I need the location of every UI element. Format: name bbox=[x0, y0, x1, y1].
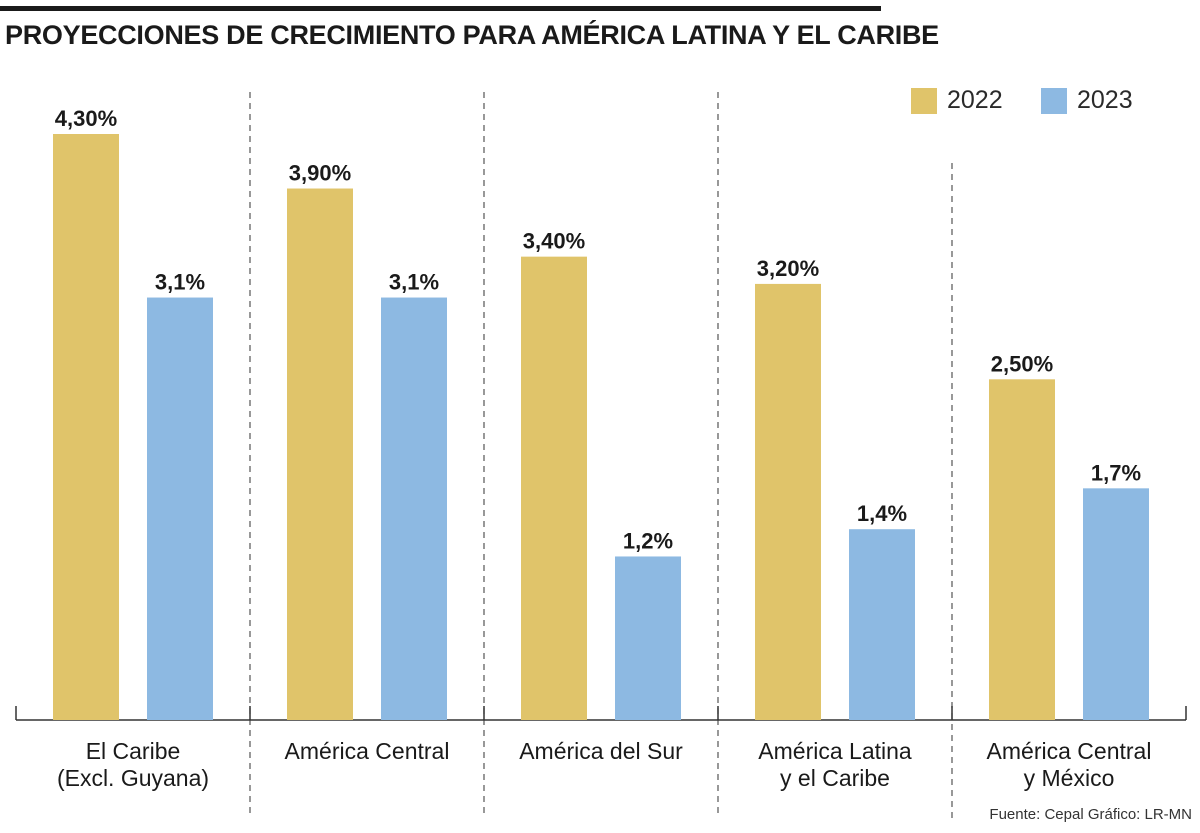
bar-value-label: 3,1% bbox=[389, 270, 439, 295]
bar-value-label: 3,20% bbox=[757, 256, 819, 281]
legend-label-2022: 2022 bbox=[947, 86, 1003, 114]
category-label: América Central bbox=[285, 738, 450, 764]
legend-swatch-2022 bbox=[911, 87, 937, 114]
bar-2022 bbox=[53, 134, 119, 720]
bar-value-label: 2,50% bbox=[991, 351, 1053, 376]
bar-2023 bbox=[381, 297, 447, 720]
bar-2023 bbox=[147, 297, 213, 720]
category-label: El Caribe bbox=[86, 738, 181, 764]
bar-2023 bbox=[1083, 488, 1149, 720]
category-label: (Excl. Guyana) bbox=[57, 765, 209, 791]
bar-value-label: 3,90% bbox=[289, 161, 351, 186]
bar-2022 bbox=[755, 283, 821, 720]
top-rule bbox=[0, 6, 881, 11]
category-label: y el Caribe bbox=[780, 765, 890, 791]
bar-2022 bbox=[989, 379, 1055, 720]
source-credit: Fuente: Cepal Gráfico: LR-MN bbox=[989, 806, 1192, 823]
chart-title: PROYECCIONES DE CRECIMIENTO PARA AMÉRICA… bbox=[5, 20, 939, 50]
category-label: y México bbox=[1024, 765, 1115, 791]
bar-value-label: 1,2% bbox=[623, 528, 673, 553]
bar-2023 bbox=[615, 556, 681, 720]
legend-swatch-2023 bbox=[1041, 87, 1067, 114]
bar-value-label: 4,30% bbox=[55, 106, 117, 131]
bar-value-label: 3,40% bbox=[523, 229, 585, 254]
category-label: América del Sur bbox=[519, 738, 683, 764]
bar-2022 bbox=[287, 188, 353, 721]
bar-value-label: 3,1% bbox=[155, 270, 205, 295]
bar-2023 bbox=[849, 529, 915, 720]
category-label: América Central bbox=[987, 738, 1152, 764]
category-label: América Latina bbox=[758, 738, 912, 764]
bar-2022 bbox=[521, 256, 587, 720]
legend-item-2022: 2022 bbox=[911, 86, 1003, 115]
legend-item-2023: 2023 bbox=[1041, 86, 1133, 115]
bar-value-label: 1,7% bbox=[1091, 460, 1141, 485]
bar-value-label: 1,4% bbox=[857, 501, 907, 526]
legend-label-2023: 2023 bbox=[1077, 86, 1133, 114]
